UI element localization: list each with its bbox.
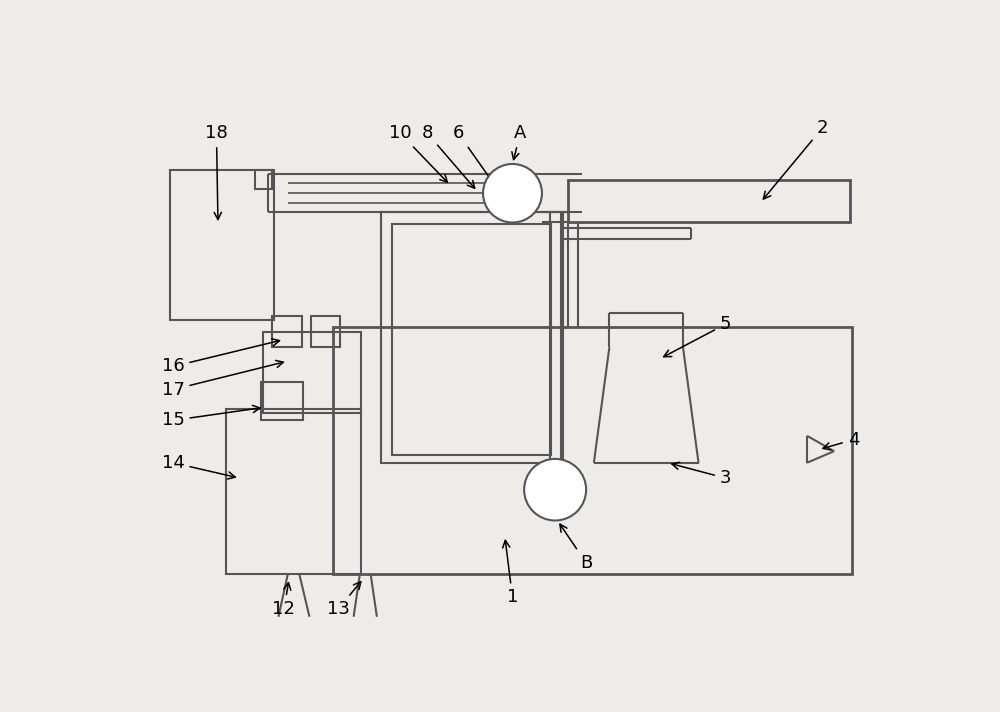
- Bar: [272, 316, 302, 347]
- Text: 4: 4: [823, 431, 859, 450]
- Text: 12: 12: [272, 582, 295, 618]
- Text: 13: 13: [327, 582, 361, 618]
- Bar: [311, 316, 340, 347]
- Bar: [568, 180, 850, 221]
- Text: A: A: [512, 124, 526, 159]
- Text: 2: 2: [763, 119, 828, 199]
- Text: 17: 17: [162, 360, 283, 399]
- Bar: [255, 170, 272, 189]
- Text: 3: 3: [672, 462, 731, 487]
- Text: 10: 10: [389, 124, 447, 182]
- Text: 8: 8: [422, 124, 475, 188]
- Text: 16: 16: [162, 339, 280, 375]
- Text: 5: 5: [664, 315, 731, 357]
- Circle shape: [483, 164, 542, 222]
- Text: 14: 14: [162, 454, 235, 479]
- Bar: [392, 224, 551, 455]
- Bar: [170, 170, 274, 320]
- Text: B: B: [560, 524, 592, 572]
- Text: 15: 15: [162, 405, 260, 429]
- Bar: [381, 212, 563, 463]
- Bar: [261, 382, 303, 420]
- Text: 1: 1: [503, 540, 518, 607]
- Circle shape: [524, 459, 586, 520]
- Bar: [263, 332, 361, 413]
- Text: 6: 6: [453, 124, 502, 196]
- Text: 18: 18: [205, 124, 228, 219]
- Bar: [333, 328, 852, 575]
- Bar: [226, 409, 361, 575]
